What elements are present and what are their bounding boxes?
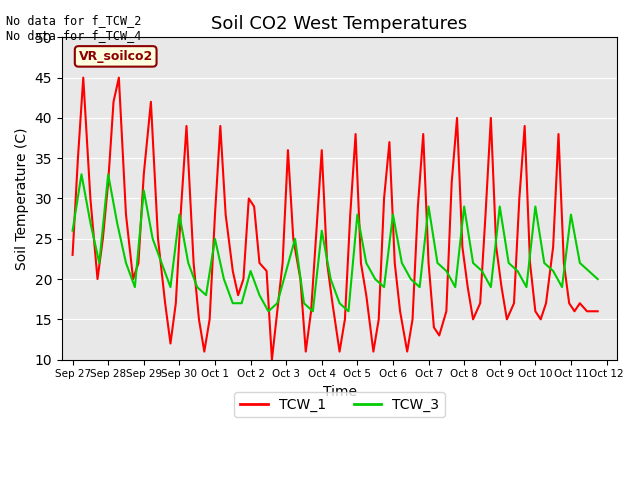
TCW_3: [77, 171, 85, 177]
TCW_1: [68, 252, 76, 258]
TCW_1: [594, 309, 602, 314]
Text: No data for f_TCW_2
No data for f_TCW_4: No data for f_TCW_2 No data for f_TCW_4: [6, 14, 142, 42]
TCW_1: [79, 75, 87, 81]
Legend: TCW_1, TCW_3: TCW_1, TCW_3: [234, 392, 445, 417]
TCW_3: [247, 268, 255, 274]
TCW_3: [255, 292, 263, 298]
X-axis label: Time: Time: [323, 385, 356, 399]
TCW_3: [264, 309, 272, 314]
TCW_1: [166, 341, 174, 347]
TCW_3: [594, 276, 602, 282]
Line: TCW_3: TCW_3: [72, 174, 598, 312]
TCW_1: [498, 284, 506, 290]
TCW_1: [448, 180, 456, 185]
TCW_1: [190, 260, 198, 266]
TCW_3: [68, 228, 76, 234]
TCW_3: [166, 284, 174, 290]
TCW_3: [211, 236, 219, 241]
TCW_1: [268, 357, 276, 362]
TCW_1: [147, 99, 155, 105]
Y-axis label: Soil Temperature (C): Soil Temperature (C): [15, 127, 29, 270]
TCW_3: [229, 300, 237, 306]
Title: Soil CO2 West Temperatures: Soil CO2 West Temperatures: [211, 15, 468, 33]
TCW_3: [416, 284, 424, 290]
Text: VR_soilco2: VR_soilco2: [79, 50, 153, 63]
TCW_1: [346, 212, 354, 217]
Line: TCW_1: TCW_1: [72, 78, 598, 360]
